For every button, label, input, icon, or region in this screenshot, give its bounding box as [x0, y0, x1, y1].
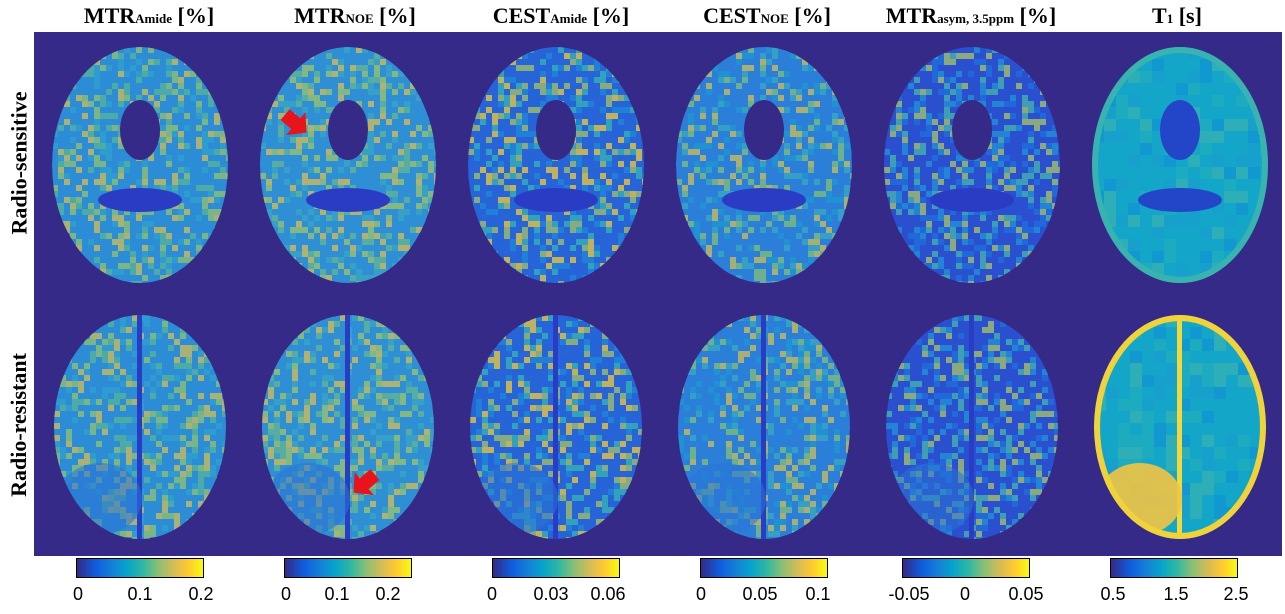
- brain-tissue: [1092, 47, 1268, 283]
- colorbar-tick: 0.1: [324, 584, 350, 604]
- brain-map-cest-noe-resistant: [678, 315, 850, 539]
- row-label-radio-resistant: Radio-resistant: [4, 294, 34, 556]
- colorbar-tick: 0: [695, 584, 707, 604]
- column-title-main: CEST: [492, 3, 551, 28]
- row-label-text: Radio-sensitive: [6, 91, 31, 235]
- colorbar-tick: 0: [72, 584, 84, 604]
- colorbar-tick: 0.2: [188, 584, 214, 604]
- brain-map-cest-noe-sensitive: [676, 47, 852, 283]
- brain-map-mtr-amide-resistant: [54, 315, 226, 539]
- column-title-unit: [%]: [788, 3, 831, 28]
- column-title-mtr-asym: MTRasym, 3.5ppm [%]: [868, 2, 1074, 30]
- column-title-subscript: NOE: [345, 11, 374, 26]
- colorbar-tick: 0.5: [1100, 584, 1126, 604]
- column-title-t1: T1 [s]: [1074, 2, 1280, 30]
- column-title-mtr-noe: MTRNOE [%]: [252, 2, 458, 30]
- column-title-unit: [%]: [172, 3, 215, 28]
- colorbar-tick: 0.05: [1008, 584, 1044, 604]
- column-title-cest-noe: CESTNOE [%]: [664, 2, 870, 30]
- colorbar-tick: 0.05: [742, 584, 778, 604]
- brain-map-mtr-asym-resistant: [886, 315, 1058, 539]
- colorbar-tick: -0.05: [888, 584, 930, 604]
- colorbar-tick: 0: [959, 584, 971, 604]
- brain-map-mtr-asym-sensitive: [884, 47, 1060, 283]
- colorbar-tick: 1.5: [1163, 584, 1189, 604]
- colorbar-tick: 0.1: [127, 584, 153, 604]
- image-grid: [34, 32, 1282, 556]
- colorbar-tick: 0: [280, 584, 292, 604]
- column-title-subscript: Amide: [135, 11, 172, 26]
- column-title-unit: [%]: [373, 3, 416, 28]
- brain-map-mtr-noe-sensitive: [260, 47, 436, 283]
- column-title-subscript: 1: [1166, 11, 1174, 26]
- colorbar-t1: [1110, 558, 1238, 578]
- column-title-main: MTR: [885, 3, 938, 28]
- column-title-unit: [%]: [587, 3, 630, 28]
- brain-map-mtr-amide-sensitive: [52, 47, 228, 283]
- column-title-main: MTR: [83, 3, 136, 28]
- column-title-main: T: [1152, 3, 1167, 28]
- brain-map-mtr-noe-resistant: [262, 315, 434, 539]
- brain-map-cest-amide-resistant: [470, 315, 642, 539]
- column-title-subscript: asym, 3.5ppm: [937, 11, 1015, 26]
- column-title-subscript: NOE: [760, 11, 789, 26]
- row-label-text: Radio-resistant: [6, 353, 32, 497]
- brain-map-t1-resistant: [1094, 315, 1266, 539]
- column-title-main: CEST: [703, 3, 761, 28]
- annotation-arrow-icon: [353, 469, 380, 496]
- colorbar-tick: 2.5: [1223, 584, 1249, 604]
- colorbar-tick: 0.03: [533, 584, 569, 604]
- colorbar-mtr-amide: [76, 558, 204, 578]
- row-label-radio-sensitive: Radio-sensitive: [4, 32, 34, 294]
- colorbar-mtr-noe: [284, 558, 412, 578]
- column-title-main: MTR: [294, 3, 346, 28]
- brain-map-cest-amide-sensitive: [468, 47, 644, 283]
- colorbar-cest-amide: [492, 558, 620, 578]
- colorbar-tick: 0.2: [375, 584, 401, 604]
- colorbar-tick: 0.1: [805, 584, 831, 604]
- annotation-arrow-icon: [280, 109, 307, 136]
- colorbar-tick: 0.06: [590, 584, 626, 604]
- column-title-subscript: Amide: [550, 11, 588, 26]
- colorbar-tick: 0: [486, 584, 498, 604]
- column-title-mtr-amide: MTRAmide [%]: [46, 2, 252, 30]
- colorbar-mtr-asym: [902, 558, 1030, 578]
- column-title-unit: [%]: [1014, 3, 1057, 28]
- column-title-unit: [s]: [1173, 3, 1202, 28]
- column-title-cest-amide: CESTAmide [%]: [458, 2, 664, 30]
- brain-map-t1-sensitive: [1092, 47, 1268, 283]
- colorbar-cest-noe: [700, 558, 828, 578]
